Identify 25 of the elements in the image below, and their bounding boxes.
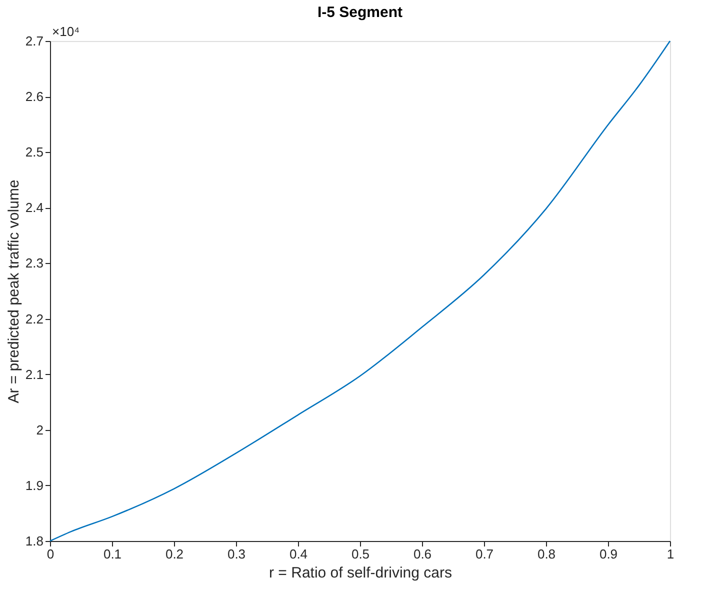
x-tick-label: 0.4	[289, 546, 308, 562]
x-tick-label: 0.5	[351, 546, 370, 562]
y-axis-title: Ar = predicted peak traffic volume	[5, 180, 22, 404]
y-tick-label: 2.7	[25, 34, 44, 48]
x-tick-label: 0	[46, 546, 54, 562]
chart-title: I-5 Segment	[317, 4, 403, 21]
x-tick-label: 0.7	[475, 546, 494, 562]
y-tick-label: 2.5	[25, 144, 44, 160]
y-tick-label: 1.8	[25, 534, 44, 548]
y-tick-label: 2.1	[25, 366, 44, 382]
y-tick-label: 1.9	[25, 478, 44, 493]
x-tick-label: 0.6	[413, 546, 432, 562]
x-tick-label: 0.1	[103, 546, 122, 562]
y-tick-label: 2.6	[25, 89, 44, 104]
text: ×10⁴	[52, 24, 80, 39]
x-tick-label: 0.2	[165, 546, 184, 562]
y-tick-label: 2.2	[25, 311, 44, 326]
y-tick-label: 2	[36, 422, 44, 438]
x-tick-label: 0.9	[599, 546, 618, 562]
y-tick-label: 2.4	[25, 200, 44, 216]
x-tick-label: 0.3	[227, 546, 246, 562]
x-axis-title: r = Ratio of self-driving cars	[269, 564, 452, 582]
x-tick-label: 0.8	[537, 546, 556, 562]
y-tick-label: 2.3	[25, 256, 44, 271]
x-tick-label: 1	[666, 546, 674, 562]
